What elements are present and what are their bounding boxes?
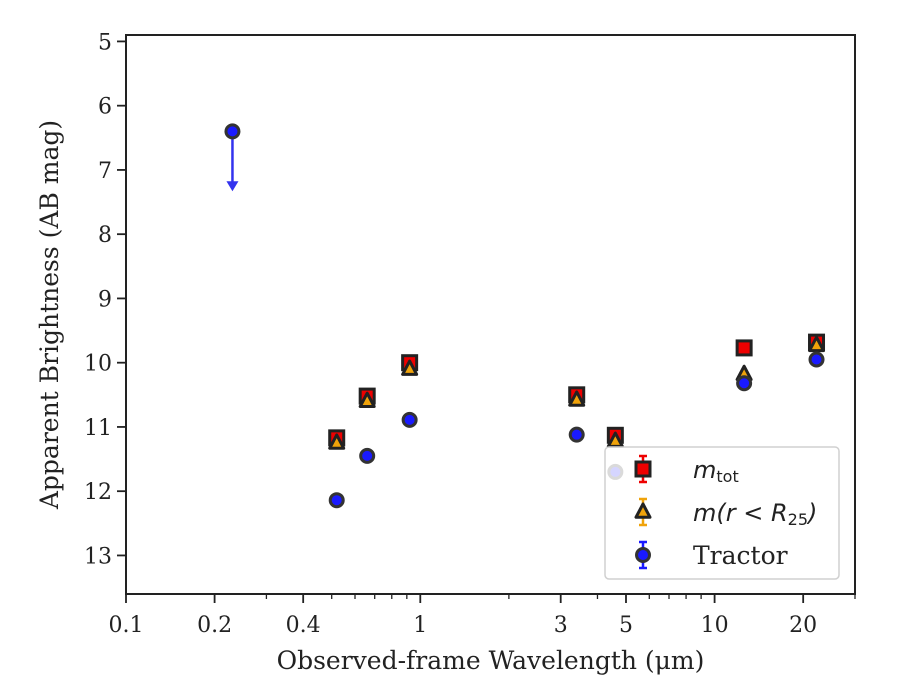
y-tick-label: 9 [98,287,112,312]
y-tick-label: 6 [98,95,112,120]
x-tick-label: 3 [554,613,568,638]
legend-label: Tractor [693,541,788,570]
data-point [735,339,753,357]
data-point [328,492,345,509]
data-point [224,123,241,140]
legend-box [604,446,840,580]
major-ticks [117,40,805,603]
data-point [401,411,418,428]
x-tick-label: 10 [701,613,729,638]
data-point [568,390,586,407]
data-point [328,433,346,450]
legend-marker [634,502,652,519]
legend-label: mtot [693,456,739,486]
x-tick-label: 20 [789,613,817,638]
x-tick-label: 0.1 [109,613,144,638]
x-axis-label: Observed-frame Wavelength (μm) [277,646,705,675]
y-tick-label: 7 [98,159,112,184]
legend: mtot m(r < R25) Tractor [604,446,840,580]
legend-marker [634,460,652,478]
x-tick-label: 0.4 [286,613,321,638]
y-axis-label: Apparent Brightness (AB mag) [35,120,64,510]
upper-limit-arrow-head [226,181,239,192]
data-point [401,359,419,376]
data-point [359,447,376,464]
x-tick-label: 1 [413,613,427,638]
y-tick-label: 12 [84,480,112,505]
data-point [568,426,585,443]
y-tick-label: 11 [84,416,112,441]
y-tick-label: 13 [84,544,112,569]
y-tick-label: 10 [84,352,112,377]
legend-marker [635,547,651,563]
data-point [358,391,376,408]
plot-frame [125,34,856,595]
data-point [808,335,826,353]
data-point [736,375,753,392]
x-tick-label: 0.2 [197,613,232,638]
y-tick-label: 8 [98,223,112,248]
series-1 [328,335,826,450]
legend-label: m(r < R25) [693,499,817,529]
y-tick-label: 5 [98,30,112,55]
x-tick-label: 5 [619,613,633,638]
data-point [808,351,825,368]
